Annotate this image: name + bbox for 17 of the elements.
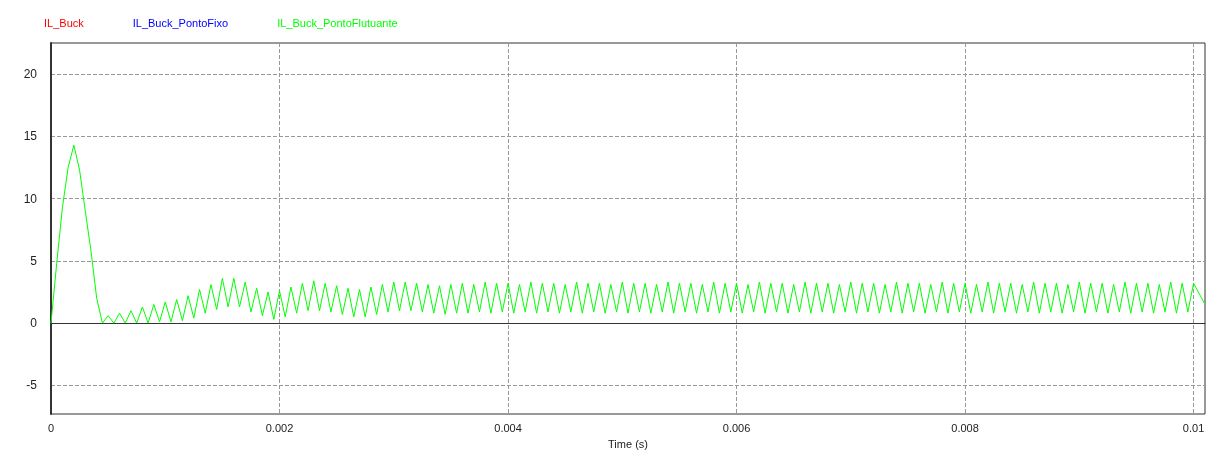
line-series [50,144,1206,324]
x-tick-label: 0.01 [1182,421,1205,434]
x-axis-title: Time (s) [608,437,648,450]
y-tick-label: 15 [23,129,38,144]
y-tick-label: 10 [23,191,38,206]
y-tick-label: -5 [26,378,38,393]
text: IL_Buck_PontoFlutuante [277,16,398,29]
y-tick-label: 0 [30,316,38,331]
x-tick-label: 0.004 [494,421,522,434]
y-tick-label: 5 [30,253,38,268]
y-tick-label: 20 [23,67,38,82]
x-tick-label: 0.002 [265,421,294,434]
legend-label: IL_Buck_PontoFixo [132,16,229,29]
legend-label: IL_Buck [44,16,85,29]
x-tick-label: 0.008 [951,421,979,434]
x-tick-label: 0 [47,421,55,434]
x-tick-label: 0.006 [722,421,751,434]
